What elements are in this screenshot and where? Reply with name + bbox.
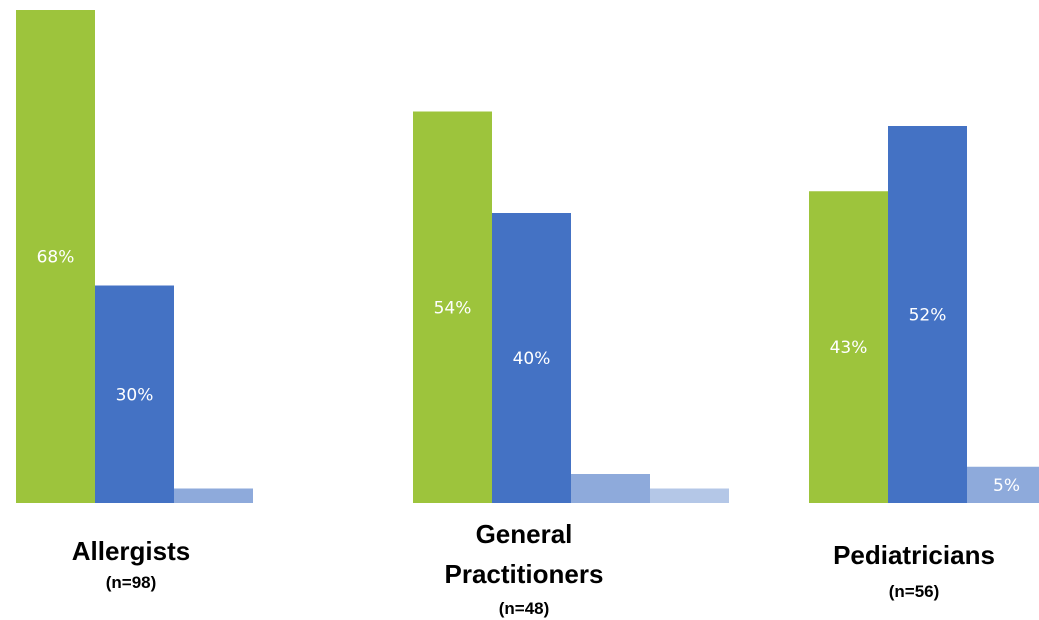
data-label-pediatricians-series-1: 43% — [830, 338, 868, 358]
data-label-pediatricians-series-3: 5% — [993, 476, 1020, 496]
sample-size-label-pediatricians: (n=56) — [889, 582, 940, 601]
category-label-allergists: Allergists — [72, 536, 191, 566]
bar-pediatricians-series-2 — [888, 126, 967, 503]
sample-size-label-general-practitioners: (n=48) — [499, 599, 550, 618]
category-label-pediatricians: Pediatricians — [833, 540, 995, 570]
bar-general-practitioners-series-4 — [650, 488, 729, 503]
bar-general-practitioners-series-3 — [571, 474, 650, 503]
bar-general-practitioners-series-2 — [492, 213, 571, 503]
bar-allergists-series-1 — [16, 10, 95, 503]
bar-allergists-series-2 — [95, 285, 174, 503]
bar-pediatricians-series-3 — [967, 466, 1039, 503]
data-label-allergists-series-2: 30% — [116, 385, 154, 405]
sample-size-label-allergists: (n=98) — [106, 573, 157, 592]
bar-pediatricians-series-1 — [809, 191, 888, 503]
bar-general-practitioners-series-1 — [413, 111, 492, 503]
data-label-pediatricians-series-2: 52% — [909, 306, 947, 326]
bar-allergists-series-3 — [174, 488, 253, 503]
data-label-general-practitioners-series-2: 40% — [513, 349, 551, 369]
data-label-general-practitioners-series-1: 54% — [434, 298, 472, 318]
category-label-general-practitioners-line-2: Practitioners — [445, 559, 604, 589]
category-label-general-practitioners-line-1: General — [476, 519, 573, 549]
data-label-allergists-series-1: 68% — [37, 248, 75, 268]
